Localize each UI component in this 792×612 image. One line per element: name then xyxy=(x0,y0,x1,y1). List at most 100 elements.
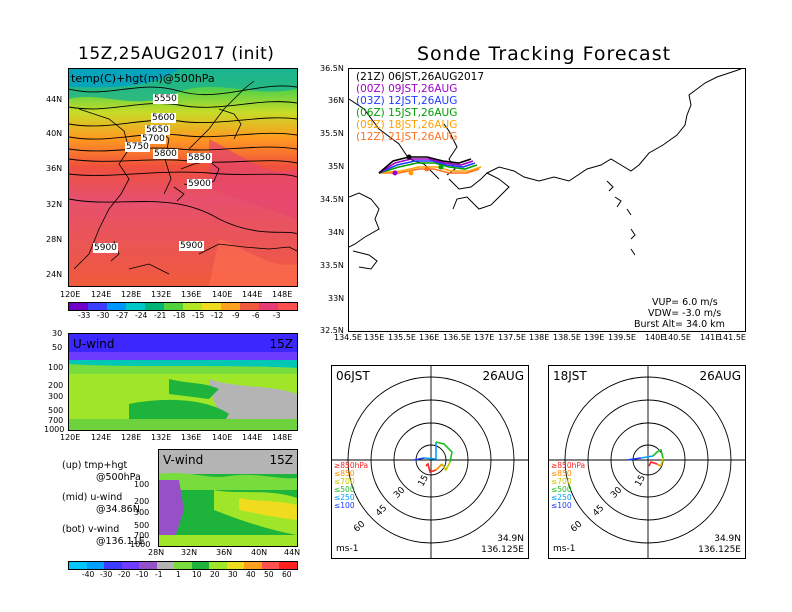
hodo-unit: ms-1 xyxy=(336,544,359,554)
level-legend-item: ≤700 xyxy=(334,477,355,486)
colorbar-label: -9 xyxy=(232,311,240,320)
colorbar-label: 10 xyxy=(192,570,202,579)
lon-tick: 138E xyxy=(529,333,550,342)
temp-colorbar xyxy=(68,302,298,311)
colorbar-label: -10 xyxy=(136,570,149,579)
level-legend: ≥850hPa ≤850 ≤700 ≤500 ≤250 ≤100 xyxy=(551,462,585,510)
colorbar-label: -40 xyxy=(82,570,95,579)
level-legend-item: ≤500 xyxy=(551,485,572,494)
lat-tick: 40N xyxy=(46,129,63,138)
hodo-lon: 136.125E xyxy=(481,545,524,555)
lon-tick: 124E xyxy=(91,290,112,299)
lat-tick: 34N xyxy=(328,228,345,237)
pressure-tick: 200 xyxy=(48,381,64,390)
hodograph-06jst-svg xyxy=(332,366,528,558)
lon-tick: 136E xyxy=(181,433,202,442)
lat-tick: 35N xyxy=(328,162,345,171)
legend-item: (03Z) 12JST,26AUG xyxy=(356,95,458,107)
pressure-tick: 50 xyxy=(52,343,63,352)
note-up: (up) tmp+hgt xyxy=(62,460,128,471)
level-legend-item: ≤850 xyxy=(334,469,355,478)
level-legend-item: ≤100 xyxy=(551,501,572,510)
colorbar-label: 50 xyxy=(264,570,274,579)
colorbar-label: 20 xyxy=(210,570,220,579)
lat-tick: 34.5N xyxy=(320,195,344,204)
sonde-track-map xyxy=(348,68,746,332)
lon-tick: 128E xyxy=(121,433,142,442)
lon-tick: 138.5E xyxy=(553,333,581,342)
colorbar-label: -24 xyxy=(135,311,148,320)
contour-label: 5900 xyxy=(187,179,212,189)
colorbar-label: 60 xyxy=(282,570,292,579)
lat-tick: 36N xyxy=(46,164,63,173)
hodo-time: 06JST xyxy=(336,369,370,383)
lat-tick: 32N xyxy=(181,548,198,557)
pressure-tick: 300 xyxy=(48,392,64,401)
uwind-svg xyxy=(69,334,297,430)
uwind-time: 15Z xyxy=(269,337,294,351)
lon-tick: 136E xyxy=(419,333,440,342)
burst-alt-text: Burst Alt= 34.0 km xyxy=(634,319,725,330)
lat-tick: 36N xyxy=(328,96,345,105)
colorbar-label: -30 xyxy=(100,570,113,579)
level-legend-item: ≤250 xyxy=(551,493,572,502)
lon-tick: 140E xyxy=(212,290,233,299)
pressure-tick: 700 xyxy=(48,416,64,425)
pressure-tick: 30 xyxy=(52,329,63,338)
pressure-tick: 500 xyxy=(134,521,150,530)
vwind-svg xyxy=(159,450,297,546)
hodo-unit: ms-1 xyxy=(553,544,576,554)
level-legend-item: ≥850hPa xyxy=(334,461,369,470)
lat-tick: 44N xyxy=(46,95,63,104)
lon-tick: 148E xyxy=(272,290,293,299)
lon-tick: 132E xyxy=(151,433,172,442)
vup-text: VUP= 6.0 m/s xyxy=(652,297,718,308)
colorbar-label: -21 xyxy=(154,311,167,320)
note-mid: (mid) u-wind xyxy=(62,492,123,503)
lat-tick: 24N xyxy=(46,270,63,279)
pressure-tick: 100 xyxy=(134,480,150,489)
lat-tick: 44N xyxy=(284,548,301,557)
contour-label: 5750 xyxy=(125,142,150,152)
level-legend-item: ≤100 xyxy=(334,501,355,510)
colorbar-label: -6 xyxy=(252,311,260,320)
level-legend-item: ≤700 xyxy=(551,477,572,486)
lon-tick: 120E xyxy=(60,433,81,442)
pressure-tick: 700 xyxy=(134,531,150,540)
uwind-cross-section: U-wind 15Z xyxy=(68,333,298,431)
legend-item: (12Z) 21JST,26AUG xyxy=(356,131,458,143)
lon-tick: 137.5E xyxy=(498,333,526,342)
lon-tick: 139.5E xyxy=(608,333,636,342)
contour-label: 5550 xyxy=(153,94,178,104)
contour-label: 5800 xyxy=(153,149,178,159)
pressure-tick: 1000 xyxy=(130,540,151,549)
legend-item: (00Z) 09JST,26AUG xyxy=(356,83,458,95)
temp-height-map: temp(C)+hgt(m)@500hPa 5550 5600 5650 570… xyxy=(68,68,298,287)
lon-tick: 148E xyxy=(272,433,293,442)
contour-label: 5700 xyxy=(141,134,166,144)
vwind-label: V-wind xyxy=(163,453,204,467)
contour-label: 5900 xyxy=(93,243,118,253)
lon-tick: 139E xyxy=(584,333,605,342)
hodo-lon: 136.125E xyxy=(698,545,741,555)
legend-item: (06Z) 15JST,26AUG xyxy=(356,107,458,119)
note-bot-level: @136.11E xyxy=(96,536,145,547)
vwind-time: 15Z xyxy=(269,453,294,467)
lat-tick: 33N xyxy=(328,294,345,303)
lon-tick: 135E xyxy=(364,333,385,342)
colorbar-label: -27 xyxy=(116,311,129,320)
lon-tick: 120E xyxy=(60,290,81,299)
temp-map-inset-label: temp(C)+hgt(m)@500hPa xyxy=(71,72,215,85)
colorbar-label: -1 xyxy=(155,570,163,579)
lat-tick: 40N xyxy=(251,548,268,557)
note-up-level: @500hPa xyxy=(96,472,141,483)
legend-item: (09Z) 18JST,26AUG xyxy=(356,119,458,131)
contour-label: 5600 xyxy=(151,113,176,123)
temp-height-map-svg xyxy=(69,69,297,286)
level-legend-item: ≤850 xyxy=(551,469,572,478)
legend-item: (21Z) 06JST,26AUG2017 xyxy=(356,71,485,83)
note-bot: (bot) v-wind xyxy=(62,524,120,535)
colorbar-label: -15 xyxy=(192,311,205,320)
pressure-tick: 200 xyxy=(134,497,150,506)
lat-tick: 36.5N xyxy=(320,64,344,73)
